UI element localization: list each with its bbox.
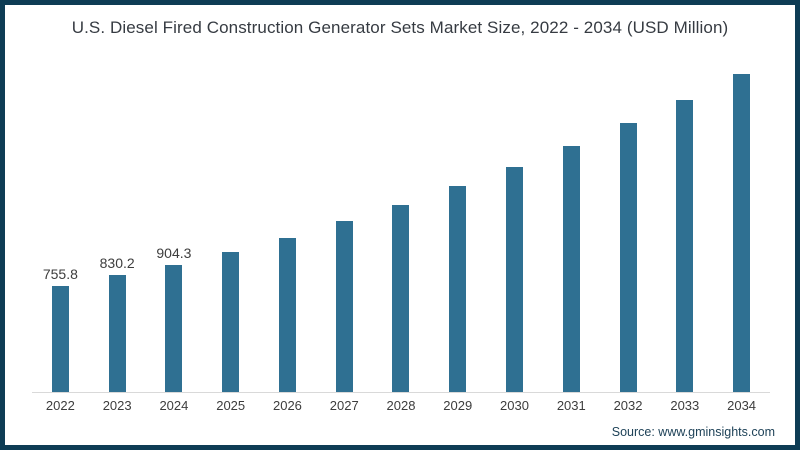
bar-2023 — [108, 275, 126, 392]
bar-slot — [543, 62, 600, 392]
bar-slot — [713, 62, 770, 392]
bar-2029 — [449, 186, 467, 392]
bar-value-label: 755.8 — [42, 265, 78, 282]
bar-chart: 755.8 830.2 904.3 2022 2023 2024 2025 2026 2027… — [32, 62, 770, 413]
x-tick-2028: 2028 — [386, 398, 416, 413]
x-tick-2033: 2033 — [670, 398, 700, 413]
bar-value-label: 830.2 — [99, 255, 135, 272]
x-tick-2030: 2030 — [500, 398, 529, 413]
bar-2028 — [392, 204, 410, 392]
bar-2024 — [165, 265, 183, 392]
x-tick-2027: 2027 — [329, 398, 359, 413]
bar-slot — [429, 62, 486, 392]
bar-2034 — [733, 73, 751, 392]
bar-2033 — [676, 99, 694, 392]
bar-2027 — [335, 221, 353, 392]
bar-2025 — [222, 251, 240, 392]
x-tick-2026: 2026 — [272, 398, 302, 413]
x-tick-2034: 2034 — [727, 398, 757, 413]
bars-row: 755.8 830.2 904.3 — [32, 62, 770, 393]
bar-2032 — [619, 123, 637, 392]
x-tick-2025: 2025 — [216, 398, 246, 413]
bar-2026 — [278, 237, 296, 392]
x-tick-2023: 2023 — [102, 398, 132, 413]
bar-slot — [486, 62, 543, 392]
bar-slot: 830.2 — [89, 62, 146, 392]
bar-slot: 755.8 — [32, 62, 89, 392]
bar-slot — [656, 62, 713, 392]
bar-slot — [316, 62, 373, 392]
bar-2030 — [506, 167, 523, 392]
bar-slot — [600, 62, 657, 392]
x-axis-labels: 2022 2023 2024 2025 2026 2027 2028 2029 2030 2031… — [32, 398, 770, 413]
x-tick-2024: 2024 — [159, 398, 189, 413]
bar-slot — [259, 62, 316, 392]
x-tick-2032: 2032 — [613, 398, 643, 413]
bar-slot: 904.3 — [146, 62, 203, 392]
bar-slot — [202, 62, 259, 392]
bar-value-label: 904.3 — [156, 245, 192, 261]
bar-2022 — [51, 285, 69, 392]
x-tick-2022: 2022 — [45, 398, 75, 413]
chart-title: U.S. Diesel Fired Construction Generator… — [71, 18, 729, 37]
x-tick-2031: 2031 — [556, 398, 586, 413]
x-tick-2029: 2029 — [443, 398, 473, 413]
source-credit: Source: www.gminsights.com — [611, 425, 775, 439]
bar-2031 — [562, 146, 580, 392]
bar-slot — [373, 62, 430, 392]
